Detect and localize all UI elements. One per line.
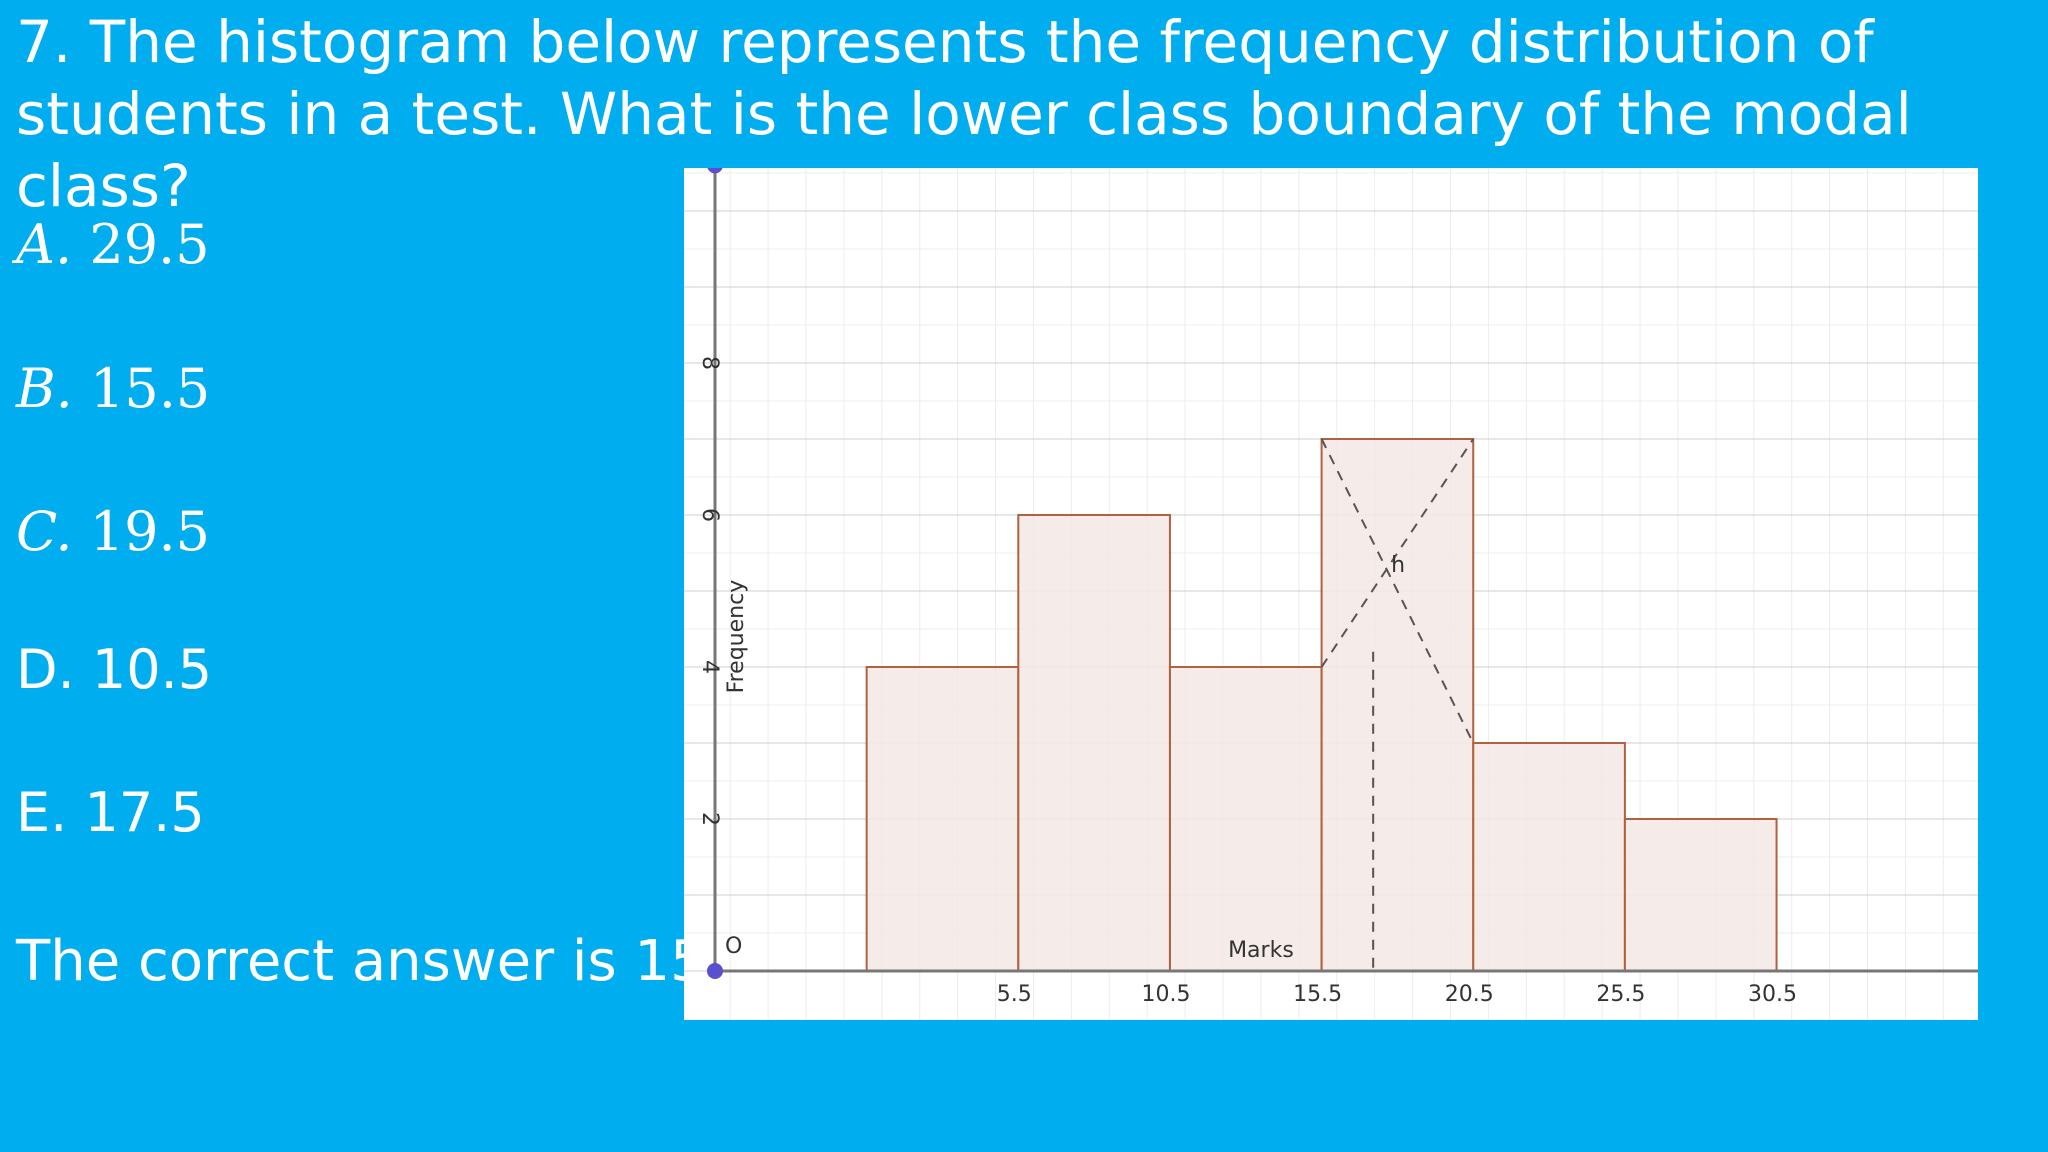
x-tick-label: 30.5	[1748, 982, 1797, 1007]
histogram-bar	[1623, 818, 1778, 972]
y-tick-label: 6	[697, 508, 722, 522]
histogram-chart: h XYO5.510.515.520.525.530.52468MarksFre…	[684, 168, 1978, 1020]
option-b[interactable]: B. 15.5	[16, 359, 210, 419]
x-tick-label: 15.5	[1293, 982, 1342, 1007]
option-c[interactable]: C. 19.5	[16, 502, 210, 562]
option-c-value: 19.5	[89, 500, 210, 563]
y-axis-end-point	[707, 168, 723, 174]
option-c-letter: C.	[16, 500, 73, 563]
mode-diagonal-line	[1320, 438, 1475, 668]
option-e[interactable]: E. 17.5	[16, 783, 205, 843]
y-axis-title: Frequency	[724, 580, 749, 694]
x-tick-label: 25.5	[1596, 982, 1645, 1007]
origin-letter: O	[725, 934, 742, 959]
y-tick-label: 8	[697, 356, 722, 370]
option-b-value: 15.5	[90, 357, 211, 420]
histogram-svg: h XYO5.510.515.520.525.530.52468MarksFre…	[684, 168, 1978, 1020]
option-a-letter: A.	[16, 213, 73, 276]
option-d-value: 10.5	[91, 638, 213, 701]
option-d[interactable]: D. 10.5	[16, 640, 212, 700]
option-e-value: 17.5	[84, 781, 205, 844]
histogram-bar	[1168, 666, 1323, 972]
histogram-bar	[1320, 438, 1475, 972]
origin-point	[707, 963, 723, 979]
mode-marker-label: h	[1391, 553, 1405, 578]
option-d-letter: D.	[16, 638, 75, 701]
x-tick-label: 20.5	[1445, 982, 1494, 1007]
x-tick-label: 5.5	[997, 982, 1032, 1007]
y-tick-label: 2	[697, 812, 722, 826]
y-tick-label: 4	[697, 660, 722, 674]
x-tick-label: 10.5	[1141, 982, 1190, 1007]
x-axis-title: Marks	[1228, 938, 1294, 963]
option-a[interactable]: A. 29.5	[16, 215, 210, 275]
labels: XYO5.510.515.520.525.530.52468MarksFrequ…	[697, 356, 1797, 1007]
mode-construction: h	[1320, 438, 1475, 971]
question-line-1: 7. The histogram below represents the fr…	[16, 8, 1874, 76]
mode-diagonal-line	[1320, 438, 1475, 744]
histogram-bar	[865, 666, 1020, 972]
axes	[707, 168, 1978, 979]
histogram-bar	[1017, 514, 1171, 972]
option-e-letter: E.	[16, 781, 68, 844]
bars	[865, 438, 1778, 972]
question-text: 7. The histogram below represents the fr…	[16, 6, 2026, 222]
option-a-value: 29.5	[89, 213, 210, 276]
option-b-letter: B.	[16, 357, 73, 420]
question-line-2: students in a test. What is the lower cl…	[16, 80, 1912, 220]
correct-answer-text: The correct answer is 15.5	[16, 929, 760, 994]
histogram-bar	[1472, 742, 1626, 972]
